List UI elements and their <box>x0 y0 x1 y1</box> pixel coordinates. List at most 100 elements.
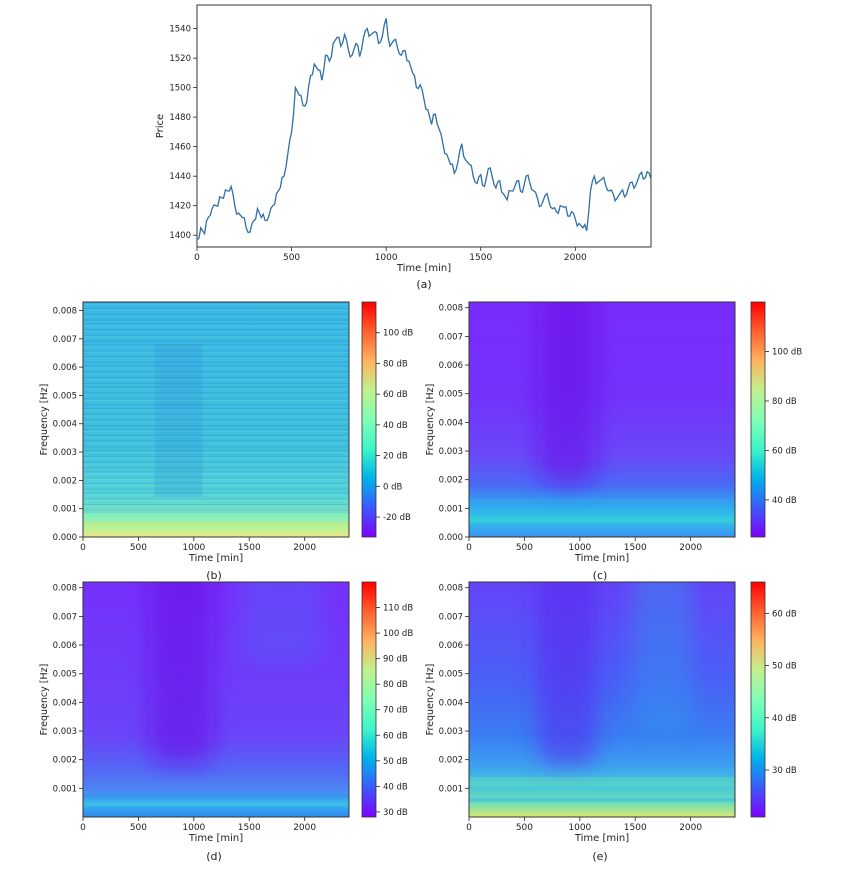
colorbar-c-tick-label: 80 dB <box>772 397 797 407</box>
price-ytick-label: 1540 <box>169 25 191 35</box>
spectrogram-d-ytick-label: 0.001 <box>53 784 77 794</box>
price-ytick-label: 1460 <box>169 143 191 153</box>
spectrogram-c-xtick-label: 1500 <box>624 543 647 553</box>
spectrogram-b-stripe <box>83 430 349 433</box>
spectrogram-d-low-energy-region <box>149 582 214 766</box>
spectrogram-b-ytick-label: 0.001 <box>53 505 77 515</box>
spectrogram-b-stripe <box>83 453 349 456</box>
colorbar-b-tick-label: 40 dB <box>383 421 408 431</box>
spectrogram-b-stripe <box>83 307 349 309</box>
caption-c: (c) <box>593 569 608 582</box>
colorbar-d-tick-label: 70 dB <box>383 706 408 716</box>
spectrogram-b-stripe <box>83 357 349 359</box>
spectrogram-b-stripe <box>83 350 349 352</box>
spectrogram-b-stripe <box>83 505 349 508</box>
spectrogram-e-xlabel: Time [min] <box>574 833 629 844</box>
spectrogram-b-stripe <box>83 503 349 506</box>
colorbar-b-tick-label: 100 dB <box>383 329 413 339</box>
spectrogram-d-ytick-label: 0.003 <box>53 727 77 737</box>
colorbar-e-tick-label: 50 dB <box>772 662 797 672</box>
spectrogram-b-dark-patch <box>154 344 203 498</box>
spectrogram-d: 0 500 1000 1500 2000 Time [min] 0.001 0.002 0.00… <box>39 581 413 863</box>
colorbar-d-tick-label: 100 dB <box>383 629 413 639</box>
spectrogram-b-stripe <box>83 490 349 492</box>
spectrogram-c-frame <box>468 301 736 538</box>
spectrogram-e-ytick-label: 0.001 <box>439 784 463 794</box>
price-xtick-label: 1500 <box>469 253 492 263</box>
spectrogram-b-stripe <box>83 480 349 483</box>
spectrogram-c-ylabel: Frequency [Hz] <box>425 384 436 456</box>
spectrogram-b-xtick-label: 500 <box>130 543 147 553</box>
colorbar-d-tick-label: 110 dB <box>383 604 413 614</box>
spectrogram-b-ytick-label: 0.002 <box>53 476 77 486</box>
spectrogram-e-ytick-label: 0.003 <box>439 727 463 737</box>
price-xtick-label: 0 <box>194 253 200 263</box>
spectrogram-b-stripe <box>83 373 349 375</box>
spectrogram-b-stripe <box>83 336 349 338</box>
colorbar-d-tick-label: 90 dB <box>383 655 408 665</box>
spectrogram-b-stripe <box>83 421 349 423</box>
spectrogram-b-stripe <box>83 326 349 329</box>
spectrogram-b-stripe <box>83 434 349 436</box>
spectrogram-b-ytick-label: 0.004 <box>53 420 77 430</box>
spectrogram-d-ylabel: Frequency [Hz] <box>39 664 50 736</box>
spectrogram-d-high-energy-region <box>242 582 323 665</box>
colorbar-c-tick-label: 40 dB <box>772 496 797 506</box>
spectrogram-b-stripe <box>83 401 349 404</box>
spectrogram-b-stripe <box>83 405 349 408</box>
spectrogram-c-ytick-label: 0.001 <box>439 504 463 514</box>
spectrogram-e: 0 500 1000 1500 2000 Time [min] 0.001 0.002 0.00… <box>425 581 797 863</box>
spectrogram-b-stripe <box>83 450 349 452</box>
spectrogram-d-frame <box>82 581 350 818</box>
spectrogram-c-field <box>469 302 735 537</box>
spectrogram-b-stripe <box>83 423 349 425</box>
spectrogram-b-stripe <box>83 440 349 442</box>
spectrogram-e-band <box>469 798 735 802</box>
spectrogram-b-stripe <box>83 363 349 365</box>
spectrogram-e-frame <box>468 581 736 818</box>
spectrogram-b-xlabel: Time [min] <box>188 553 243 564</box>
price-ytick-label: 1500 <box>169 84 191 94</box>
spectrogram-c-xtick-label: 0 <box>466 543 472 553</box>
spectrogram-b-stripe <box>83 355 349 358</box>
spectrogram-b-stripe <box>83 511 349 513</box>
spectrogram-c-image <box>469 302 735 537</box>
spectrogram-c-ytick-label: 0.003 <box>439 447 463 457</box>
spectrogram-b-stripe <box>83 455 349 458</box>
spectrogram-b-stripe <box>83 367 349 369</box>
spectrogram-b-field <box>83 302 349 537</box>
spectrogram-d-ytick-label: 0.008 <box>53 584 77 594</box>
price-series-line <box>196 18 652 241</box>
spectrogram-c-ytick-label: 0.004 <box>439 418 463 428</box>
caption-a: (a) <box>416 278 431 291</box>
caption-b: (b) <box>206 569 222 582</box>
spectrogram-b-stripe <box>83 507 349 509</box>
spectrogram-b-stripe <box>83 478 349 481</box>
caption-d: (d) <box>206 850 222 863</box>
spectrogram-b-stripe <box>83 469 349 471</box>
colorbar-b-tick-label: 60 dB <box>383 390 408 400</box>
spectrogram-b-stripe <box>83 486 349 488</box>
spectrogram-b-stripe <box>83 459 349 461</box>
spectrogram-e-xtick-label: 500 <box>516 823 533 833</box>
spectrogram-b-stripe <box>83 463 349 465</box>
spectrogram-b-stripe <box>83 403 349 406</box>
spectrogram-b-stripe <box>83 321 349 323</box>
spectrogram-c-ytick-label: 0.008 <box>439 304 463 314</box>
spectrogram-d-xlabel: Time [min] <box>188 833 243 844</box>
spectrogram-b-stripe <box>83 465 349 467</box>
caption-e: (e) <box>592 850 607 863</box>
spectrogram-b: 0 500 1000 1500 2000 Time [min] 0.000 0.001 0.00… <box>39 301 413 582</box>
colorbar-d <box>361 581 377 818</box>
spectrogram-b-stripe <box>83 351 349 354</box>
spectrogram-d-ytick-label: 0.007 <box>53 612 77 622</box>
spectrogram-e-low-energy-region <box>538 582 597 766</box>
colorbar-b <box>361 301 377 538</box>
spectrogram-b-stripe <box>83 451 349 454</box>
spectrogram-b-stripe <box>83 448 349 450</box>
price-xtick-label: 500 <box>283 253 300 263</box>
spectrogram-b-stripe <box>83 482 349 484</box>
spectrogram-d-xtick-label: 1000 <box>182 823 205 833</box>
spectrogram-b-stripe <box>83 330 349 333</box>
spectrogram-b-stripe <box>83 407 349 409</box>
